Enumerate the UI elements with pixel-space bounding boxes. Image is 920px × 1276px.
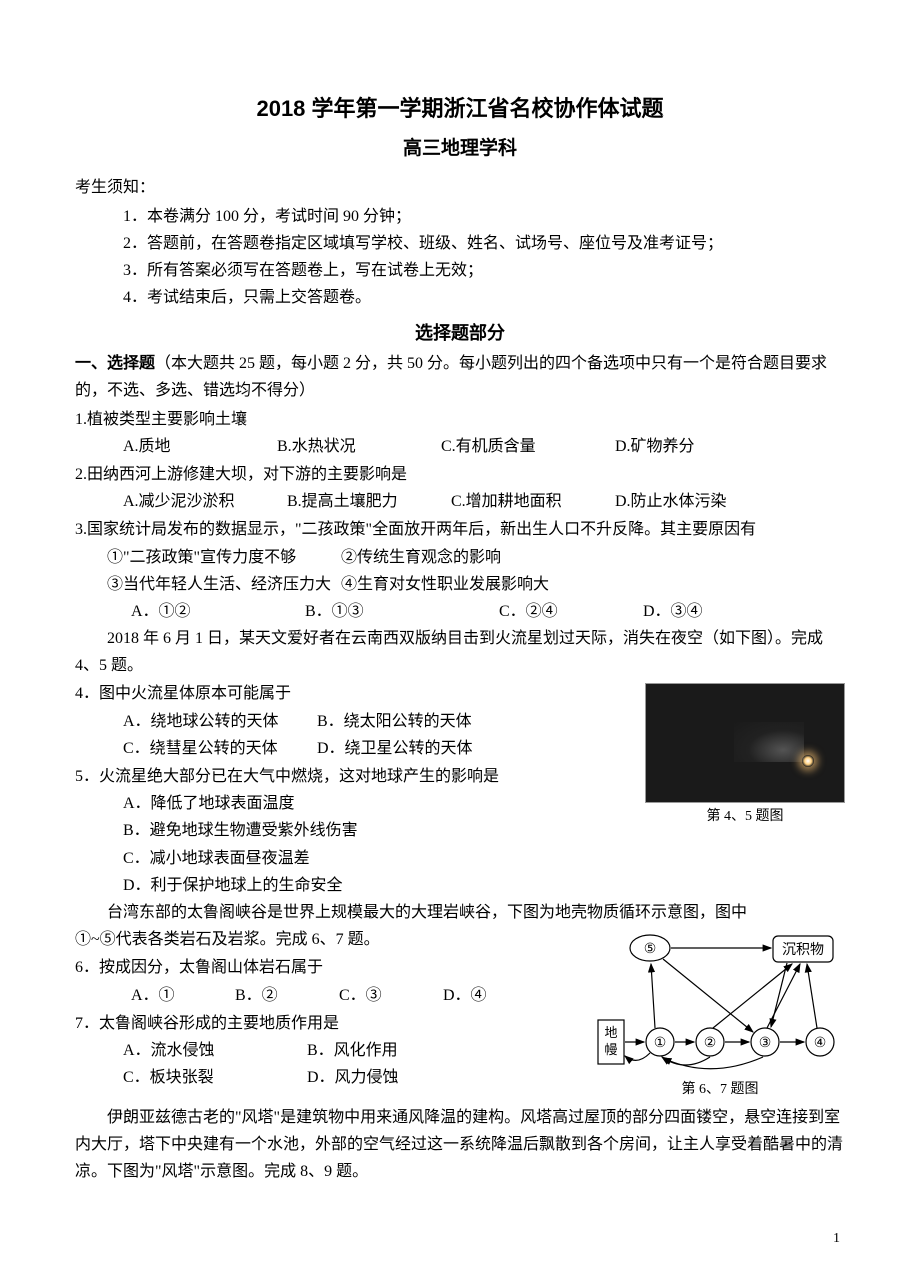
- q5-opt-c: C．减小地球表面昼夜温差: [123, 845, 845, 872]
- q1-opt-a: A.质地: [123, 433, 273, 460]
- q3-opt-c: C．②④: [499, 598, 639, 625]
- q1-opt-b: B.水热状况: [277, 433, 437, 460]
- notice-item: 1．本卷满分 100 分，考试时间 90 分钟；: [123, 203, 845, 230]
- page-number: 1: [833, 1227, 840, 1251]
- q3-item3: ③当代年轻人生活、经济压力大: [107, 571, 337, 598]
- q1-opt-c: C.有机质含量: [441, 433, 611, 460]
- passage-45: 2018 年 6 月 1 日，某天文爱好者在云南西双版纳目击到火流星划过天际，消…: [75, 625, 845, 679]
- q4-opt-b: B．绕太阳公转的天体: [317, 708, 472, 735]
- node-2: ②: [704, 1036, 717, 1051]
- section-title: 选择题部分: [75, 318, 845, 349]
- q3-opt-b: B．①③: [305, 598, 495, 625]
- sediment-label: 沉积物: [782, 942, 824, 958]
- q4-opt-d: D．绕卫星公转的天体: [317, 735, 473, 762]
- q4-opt-c: C．绕彗星公转的天体: [123, 735, 313, 762]
- section-description: 一、选择题（本大题共 25 题，每小题 2 分，共 50 分。每小题列出的四个备…: [75, 350, 845, 404]
- glow-effect: [734, 722, 804, 762]
- q3-stem: 3.国家统计局发布的数据显示，"二孩政策"全面放开两年后，新出生人口不升反降。其…: [75, 516, 845, 543]
- q2-opt-a: A.减少泥沙淤积: [123, 488, 283, 515]
- passage-89: 伊朗亚兹德古老的"风塔"是建筑物中用来通风降温的建构。风塔高过屋顶的部分四面镂空…: [75, 1104, 845, 1186]
- section-desc-text: （本大题共 25 题，每小题 2 分，共 50 分。每小题列出的四个备选项中只有…: [75, 355, 827, 399]
- question-2: 2.田纳西河上游修建大坝，对下游的主要影响是 A.减少泥沙淤积 B.提高土壤肥力…: [75, 461, 845, 515]
- q3-opt-d: D．③④: [643, 598, 703, 625]
- q1-stem: 1.植被类型主要影响土壤: [75, 406, 845, 433]
- node-3: ③: [759, 1036, 772, 1051]
- notice-item: 3．所有答案必须写在答题卷上，写在试卷上无效；: [123, 257, 845, 284]
- q4-opt-a: A．绕地球公转的天体: [123, 708, 313, 735]
- q6-opt-d: D．④: [443, 982, 487, 1009]
- exam-subtitle: 高三地理学科: [75, 133, 845, 165]
- figure-45-caption: 第 4、5 题图: [645, 805, 845, 829]
- figure-67: ⑤ 沉积物 地 幔 ① ② ③ ④: [595, 928, 845, 1102]
- q3-item4: ④生育对女性职业发展影响大: [341, 571, 549, 598]
- figure-67-caption: 第 6、7 题图: [595, 1078, 845, 1102]
- question-3: 3.国家统计局发布的数据显示，"二孩政策"全面放开两年后，新出生人口不升反降。其…: [75, 516, 845, 625]
- q7-opt-d: D．风力侵蚀: [307, 1064, 399, 1091]
- mantle-label-2: 幔: [604, 1042, 617, 1057]
- rock-cycle-diagram: ⑤ 沉积物 地 幔 ① ② ③ ④: [595, 928, 845, 1078]
- notice-item: 4．考试结束后，只需上交答题卷。: [123, 284, 845, 311]
- notice-head: 考生须知：: [75, 174, 845, 201]
- q6-opt-a: A．①: [131, 982, 231, 1009]
- mantle-label-1: 地: [604, 1025, 617, 1040]
- q7-opt-a: A．流水侵蚀: [123, 1037, 303, 1064]
- section-desc-bold: 一、选择题: [75, 355, 155, 372]
- q3-item2: ②传统生育观念的影响: [341, 544, 501, 571]
- q7-opt-b: B．风化作用: [307, 1037, 398, 1064]
- node-1: ①: [654, 1036, 667, 1051]
- q1-opt-d: D.矿物养分: [615, 433, 695, 460]
- q2-opt-b: B.提高土壤肥力: [287, 488, 447, 515]
- q7-opt-c: C．板块张裂: [123, 1064, 303, 1091]
- passage-67a: 台湾东部的太鲁阁峡谷是世界上规模最大的大理岩峡谷，下图为地壳物质循环示意图，图中: [75, 899, 845, 926]
- q3-item1: ①"二孩政策"宣传力度不够: [107, 544, 337, 571]
- meteor-icon: [802, 755, 814, 767]
- q2-opt-c: C.增加耕地面积: [451, 488, 611, 515]
- figure-45: 第 4、5 题图: [645, 683, 845, 829]
- meteor-image: [645, 683, 845, 803]
- q2-opt-d: D.防止水体污染: [615, 488, 727, 515]
- node-4: ④: [814, 1036, 827, 1051]
- exam-title: 2018 学年第一学期浙江省名校协作体试题: [75, 90, 845, 127]
- q5-opt-d: D．利于保护地球上的生命安全: [123, 872, 845, 899]
- notice-item: 2．答题前，在答题卷指定区域填写学校、班级、姓名、试场号、座位号及准考证号；: [123, 230, 845, 257]
- q6-opt-b: B．②: [235, 982, 335, 1009]
- q6-opt-c: C．③: [339, 982, 439, 1009]
- q2-stem: 2.田纳西河上游修建大坝，对下游的主要影响是: [75, 461, 845, 488]
- node-5: ⑤: [644, 942, 657, 957]
- question-1: 1.植被类型主要影响土壤 A.质地 B.水热状况 C.有机质含量 D.矿物养分: [75, 406, 845, 460]
- q3-opt-a: A．①②: [131, 598, 301, 625]
